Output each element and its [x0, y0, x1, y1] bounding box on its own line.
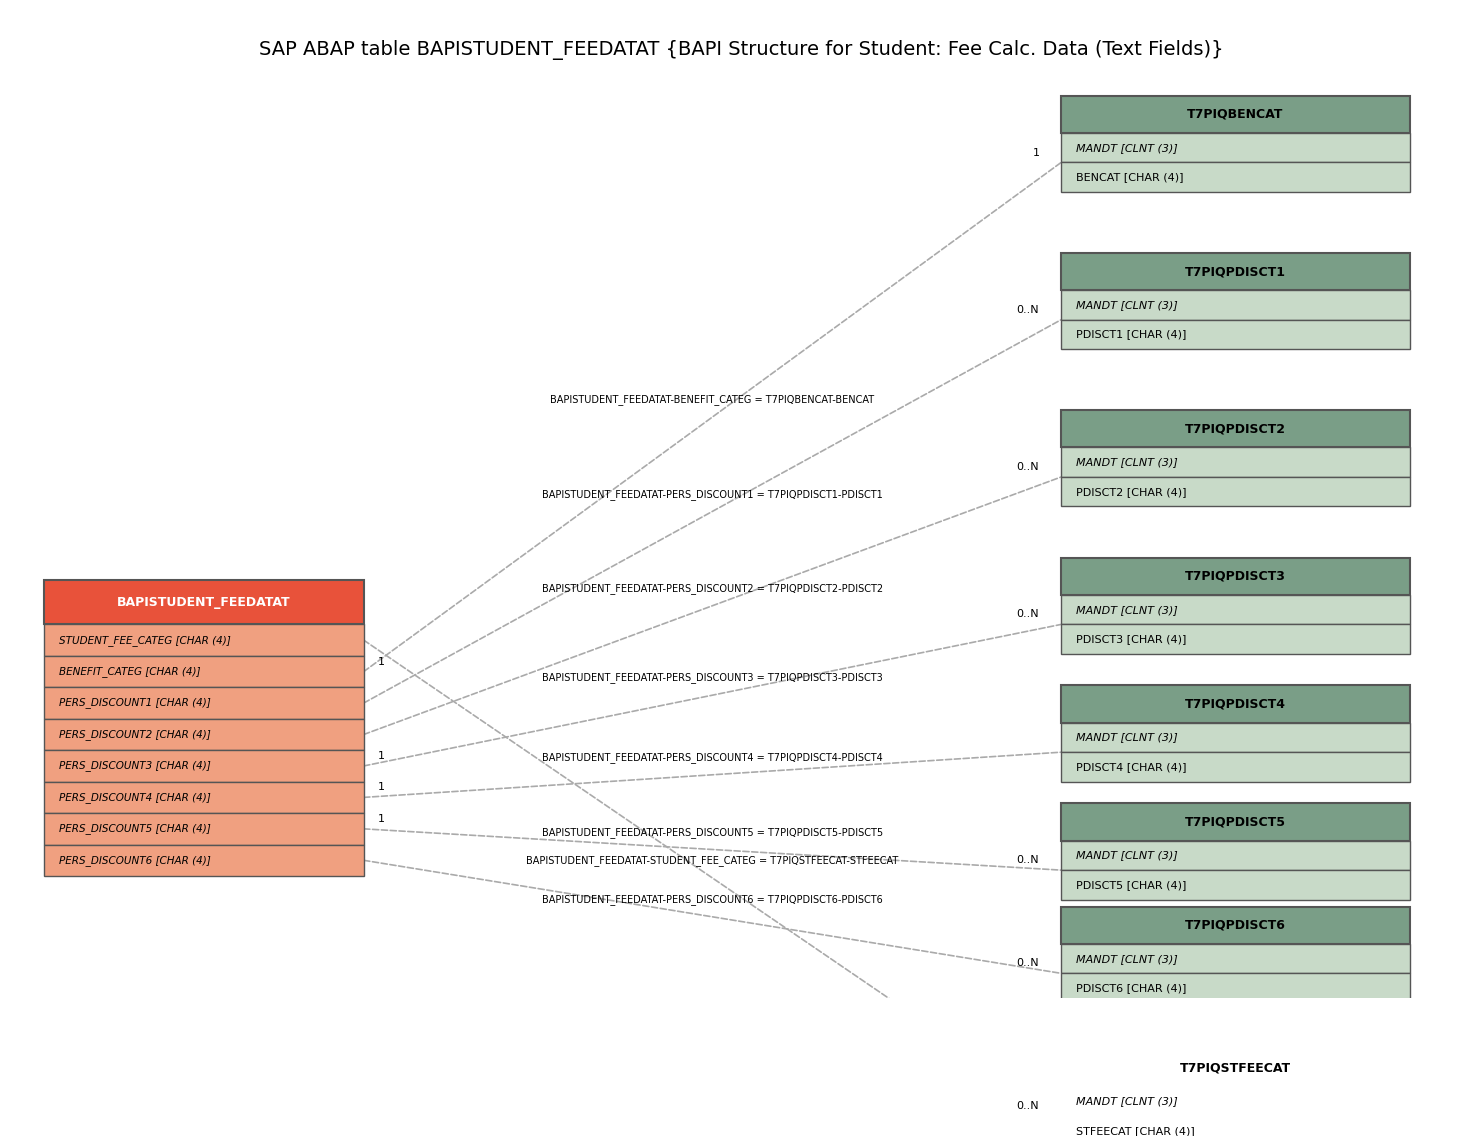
Text: 1: 1: [378, 751, 386, 761]
Text: PDISCT1 [CHAR (4)]: PDISCT1 [CHAR (4)]: [1075, 329, 1186, 340]
FancyBboxPatch shape: [44, 844, 363, 876]
FancyBboxPatch shape: [1062, 625, 1410, 654]
FancyBboxPatch shape: [44, 687, 363, 719]
Text: T7PIQPDISCT2: T7PIQPDISCT2: [1185, 423, 1286, 435]
FancyBboxPatch shape: [44, 625, 363, 655]
FancyBboxPatch shape: [1062, 319, 1410, 349]
FancyBboxPatch shape: [1062, 907, 1410, 944]
Text: PDISCT5 [CHAR (4)]: PDISCT5 [CHAR (4)]: [1075, 880, 1186, 889]
Text: PERS_DISCOUNT4 [CHAR (4)]: PERS_DISCOUNT4 [CHAR (4)]: [59, 792, 211, 803]
Text: BAPISTUDENT_FEEDATAT-PERS_DISCOUNT1 = T7PIQPDISCT1-PDISCT1: BAPISTUDENT_FEEDATAT-PERS_DISCOUNT1 = T7…: [543, 488, 882, 500]
FancyBboxPatch shape: [1062, 477, 1410, 507]
FancyBboxPatch shape: [1062, 595, 1410, 625]
Text: T7PIQPDISCT3: T7PIQPDISCT3: [1185, 570, 1286, 583]
FancyBboxPatch shape: [1062, 162, 1410, 192]
Text: MANDT [CLNT (3)]: MANDT [CLNT (3)]: [1075, 300, 1178, 310]
Text: T7PIQPDISCT6: T7PIQPDISCT6: [1185, 919, 1286, 932]
FancyBboxPatch shape: [1062, 95, 1410, 133]
FancyBboxPatch shape: [1062, 685, 1410, 722]
Text: 0..N: 0..N: [1017, 610, 1040, 619]
Text: T7PIQPDISCT1: T7PIQPDISCT1: [1185, 265, 1286, 278]
FancyBboxPatch shape: [1062, 722, 1410, 752]
Text: PERS_DISCOUNT2 [CHAR (4)]: PERS_DISCOUNT2 [CHAR (4)]: [59, 729, 211, 740]
FancyBboxPatch shape: [1062, 870, 1410, 900]
FancyBboxPatch shape: [44, 719, 363, 750]
Text: PDISCT6 [CHAR (4)]: PDISCT6 [CHAR (4)]: [1075, 983, 1186, 993]
Text: MANDT [CLNT (3)]: MANDT [CLNT (3)]: [1075, 1096, 1178, 1106]
Text: BAPISTUDENT_FEEDATAT-PERS_DISCOUNT3 = T7PIQPDISCT3-PDISCT3: BAPISTUDENT_FEEDATAT-PERS_DISCOUNT3 = T7…: [543, 673, 882, 684]
Text: 1: 1: [1032, 148, 1040, 158]
Text: PERS_DISCOUNT6 [CHAR (4)]: PERS_DISCOUNT6 [CHAR (4)]: [59, 855, 211, 866]
Text: BAPISTUDENT_FEEDATAT-PERS_DISCOUNT6 = T7PIQPDISCT6-PDISCT6: BAPISTUDENT_FEEDATAT-PERS_DISCOUNT6 = T7…: [543, 894, 882, 905]
FancyBboxPatch shape: [44, 782, 363, 813]
FancyBboxPatch shape: [1062, 841, 1410, 870]
FancyBboxPatch shape: [44, 750, 363, 782]
Text: PERS_DISCOUNT5 [CHAR (4)]: PERS_DISCOUNT5 [CHAR (4)]: [59, 824, 211, 834]
Text: BAPISTUDENT_FEEDATAT: BAPISTUDENT_FEEDATAT: [117, 595, 291, 609]
FancyBboxPatch shape: [1062, 1086, 1410, 1116]
FancyBboxPatch shape: [1062, 133, 1410, 162]
Text: BAPISTUDENT_FEEDATAT-PERS_DISCOUNT2 = T7PIQPDISCT2-PDISCT2: BAPISTUDENT_FEEDATAT-PERS_DISCOUNT2 = T7…: [541, 583, 882, 594]
Text: T7PIQPDISCT5: T7PIQPDISCT5: [1185, 816, 1286, 828]
Text: BAPISTUDENT_FEEDATAT-BENEFIT_CATEG = T7PIQBENCAT-BENCAT: BAPISTUDENT_FEEDATAT-BENEFIT_CATEG = T7P…: [550, 394, 875, 406]
Text: BAPISTUDENT_FEEDATAT-STUDENT_FEE_CATEG = T7PIQSTFEECAT-STFEECAT: BAPISTUDENT_FEEDATAT-STUDENT_FEE_CATEG =…: [526, 855, 899, 867]
FancyBboxPatch shape: [1062, 1049, 1410, 1086]
FancyBboxPatch shape: [44, 580, 363, 625]
Text: PERS_DISCOUNT3 [CHAR (4)]: PERS_DISCOUNT3 [CHAR (4)]: [59, 760, 211, 771]
Text: 0..N: 0..N: [1017, 1101, 1040, 1111]
FancyBboxPatch shape: [44, 813, 363, 844]
Text: BENCAT [CHAR (4)]: BENCAT [CHAR (4)]: [1075, 173, 1183, 182]
Text: MANDT [CLNT (3)]: MANDT [CLNT (3)]: [1075, 604, 1178, 615]
FancyBboxPatch shape: [1062, 803, 1410, 841]
Text: BAPISTUDENT_FEEDATAT-PERS_DISCOUNT5 = T7PIQPDISCT5-PDISCT5: BAPISTUDENT_FEEDATAT-PERS_DISCOUNT5 = T7…: [541, 827, 882, 837]
Text: 1: 1: [378, 813, 386, 824]
FancyBboxPatch shape: [1062, 974, 1410, 1003]
FancyBboxPatch shape: [1062, 1116, 1410, 1136]
FancyBboxPatch shape: [1062, 290, 1410, 319]
FancyBboxPatch shape: [1062, 253, 1410, 290]
FancyBboxPatch shape: [1062, 752, 1410, 782]
FancyBboxPatch shape: [1062, 944, 1410, 974]
Text: 0..N: 0..N: [1017, 462, 1040, 473]
Text: MANDT [CLNT (3)]: MANDT [CLNT (3)]: [1075, 851, 1178, 860]
Text: T7PIQPDISCT4: T7PIQPDISCT4: [1185, 698, 1286, 710]
Text: 0..N: 0..N: [1017, 855, 1040, 866]
Text: 1: 1: [378, 657, 386, 667]
Text: PERS_DISCOUNT1 [CHAR (4)]: PERS_DISCOUNT1 [CHAR (4)]: [59, 698, 211, 709]
Text: STFEECAT [CHAR (4)]: STFEECAT [CHAR (4)]: [1075, 1126, 1194, 1136]
Text: 0..N: 0..N: [1017, 304, 1040, 315]
Text: MANDT [CLNT (3)]: MANDT [CLNT (3)]: [1075, 733, 1178, 743]
Text: PDISCT2 [CHAR (4)]: PDISCT2 [CHAR (4)]: [1075, 486, 1186, 496]
Text: MANDT [CLNT (3)]: MANDT [CLNT (3)]: [1075, 143, 1178, 152]
Text: PDISCT4 [CHAR (4)]: PDISCT4 [CHAR (4)]: [1075, 762, 1186, 772]
Text: T7PIQSTFEECAT: T7PIQSTFEECAT: [1180, 1061, 1292, 1075]
Text: BENEFIT_CATEG [CHAR (4)]: BENEFIT_CATEG [CHAR (4)]: [59, 666, 200, 677]
FancyBboxPatch shape: [1062, 448, 1410, 477]
FancyBboxPatch shape: [44, 655, 363, 687]
Text: T7PIQBENCAT: T7PIQBENCAT: [1188, 108, 1284, 120]
Text: 0..N: 0..N: [1017, 959, 1040, 968]
Text: STUDENT_FEE_CATEG [CHAR (4)]: STUDENT_FEE_CATEG [CHAR (4)]: [59, 635, 230, 645]
Text: 1: 1: [378, 783, 386, 793]
Text: SAP ABAP table BAPISTUDENT_FEEDATAT {BAPI Structure for Student: Fee Calc. Data : SAP ABAP table BAPISTUDENT_FEEDATAT {BAP…: [260, 40, 1223, 59]
Text: MANDT [CLNT (3)]: MANDT [CLNT (3)]: [1075, 457, 1178, 467]
FancyBboxPatch shape: [1062, 558, 1410, 595]
Text: PDISCT3 [CHAR (4)]: PDISCT3 [CHAR (4)]: [1075, 634, 1186, 644]
Text: BAPISTUDENT_FEEDATAT-PERS_DISCOUNT4 = T7PIQPDISCT4-PDISCT4: BAPISTUDENT_FEEDATAT-PERS_DISCOUNT4 = T7…: [543, 752, 882, 763]
FancyBboxPatch shape: [1062, 410, 1410, 448]
Text: MANDT [CLNT (3)]: MANDT [CLNT (3)]: [1075, 953, 1178, 963]
